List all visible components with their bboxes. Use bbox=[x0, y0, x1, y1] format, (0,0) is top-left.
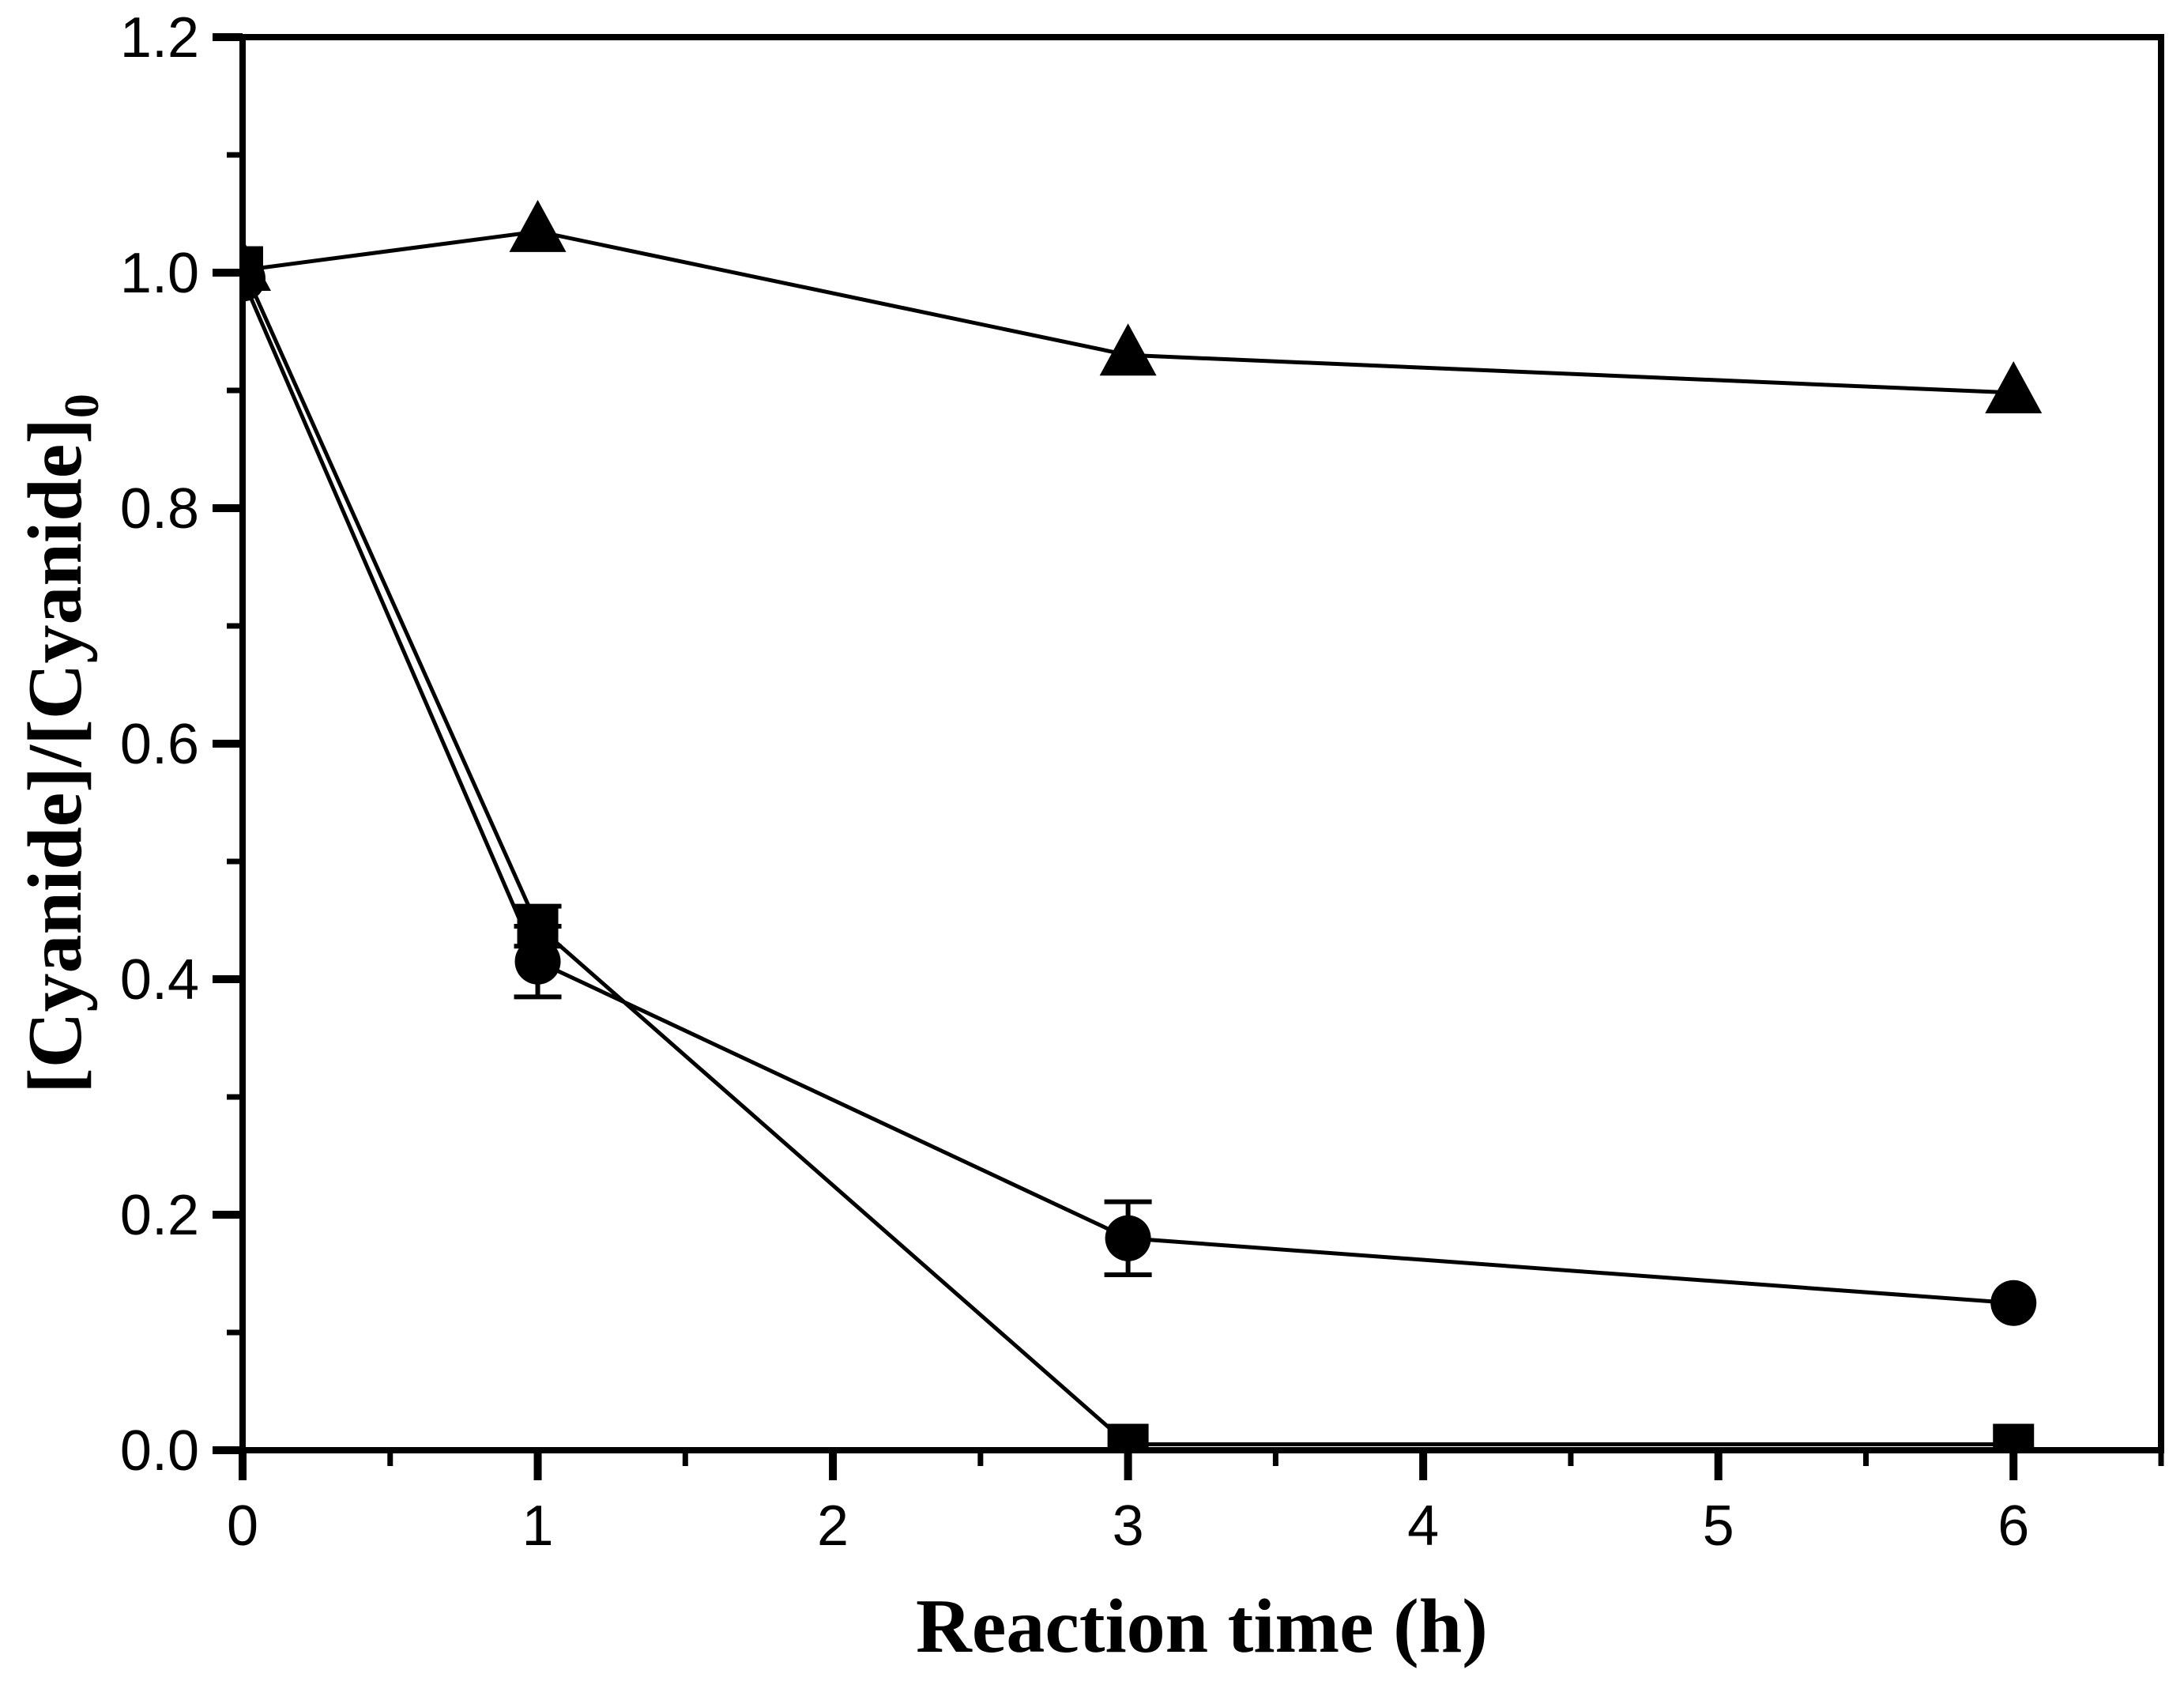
triangle-marker bbox=[1985, 360, 2043, 413]
x-tick-label: 6 bbox=[1998, 1494, 2029, 1558]
circle-series-line bbox=[243, 277, 2014, 1306]
circle-marker bbox=[1105, 1215, 1151, 1261]
triangle-marker bbox=[509, 199, 567, 252]
y-tick-label: 0.2 bbox=[120, 1184, 199, 1247]
square-marker bbox=[1993, 1423, 2035, 1450]
x-tick-label: 1 bbox=[522, 1494, 554, 1558]
y-axis-title-subscript: 0 bbox=[55, 394, 109, 418]
triangle-series-line bbox=[243, 229, 2014, 395]
y-axis: 0.0 0.2 0.4 0.6 0.8 1.0 1.2 bbox=[120, 6, 243, 1483]
y-tick-label: 1.2 bbox=[120, 6, 199, 70]
square-marker bbox=[1107, 1423, 1149, 1450]
circle-series bbox=[243, 255, 2037, 1326]
x-tick-label: 0 bbox=[227, 1494, 258, 1558]
y-tick-label: 0.8 bbox=[120, 477, 199, 541]
square-marker bbox=[243, 246, 263, 288]
x-axis: 0 1 2 3 4 5 6 bbox=[227, 1450, 2164, 1558]
x-tick-label: 5 bbox=[1703, 1494, 1734, 1558]
circle-marker bbox=[514, 938, 561, 985]
y-axis-title: [Cyanide]/[Cyanide]0 bbox=[13, 394, 109, 1094]
y-tick-label: 0.0 bbox=[120, 1419, 199, 1483]
y-tick-label: 0.4 bbox=[120, 948, 199, 1012]
triangle-marker bbox=[1099, 323, 1157, 376]
square-marker bbox=[517, 905, 559, 947]
square-series-line bbox=[243, 266, 2014, 1447]
triangle-series bbox=[243, 199, 2043, 413]
x-tick-label: 4 bbox=[1407, 1494, 1439, 1558]
y-tick-label: 1.0 bbox=[120, 242, 199, 305]
y-axis-title-main: [Cyanide]/[Cyanide] bbox=[13, 418, 98, 1094]
circle-marker bbox=[1990, 1280, 2037, 1326]
y-tick-label: 0.6 bbox=[120, 713, 199, 776]
x-tick-label: 2 bbox=[817, 1494, 849, 1558]
square-series bbox=[243, 246, 2035, 1450]
plot-area bbox=[243, 199, 2043, 1450]
x-axis-title: Reaction time (h) bbox=[916, 1584, 1488, 1669]
x-tick-label: 3 bbox=[1113, 1494, 1144, 1558]
